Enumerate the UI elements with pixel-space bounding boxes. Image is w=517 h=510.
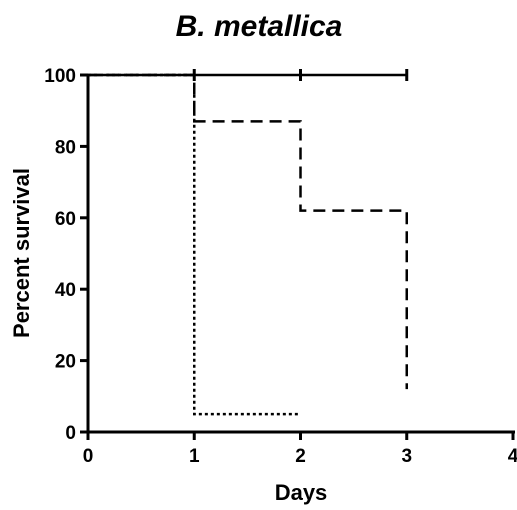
y-tick-label: 40 [55,280,76,301]
x-tick-label: 0 [83,446,94,467]
plot-area: 0 20 40 60 80 100 0 1 2 3 4 [44,66,517,467]
y-axis-label: Percent survival [9,168,34,338]
x-tick-label: 1 [189,446,200,467]
series-group [88,69,409,416]
x-tick-label: 3 [401,446,412,467]
x-axis-label: Days [275,480,328,505]
x-ticks: 0 1 2 3 4 [83,432,517,467]
series-dotted-line [88,73,301,416]
y-tick-label: 100 [44,66,76,87]
chart-title: B. metallica [176,10,343,43]
y-ticks: 0 20 40 60 80 100 [44,66,88,444]
x-tick-label: 2 [295,446,306,467]
y-tick-label: 0 [65,423,76,444]
series-dashed-line [88,73,408,390]
y-tick-label: 60 [55,209,76,230]
x-tick-label: 4 [508,446,517,467]
y-tick-label: 20 [55,352,76,373]
y-tick-label: 80 [55,137,76,158]
